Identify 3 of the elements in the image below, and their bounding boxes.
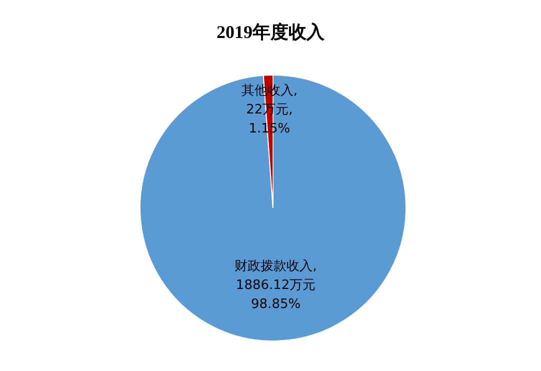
chart-title: 2019年度收入 bbox=[216, 22, 326, 42]
pie-slice bbox=[140, 74, 406, 342]
slice-label: 财政拨款收入, 1886.12万元 98.85% bbox=[234, 259, 317, 312]
